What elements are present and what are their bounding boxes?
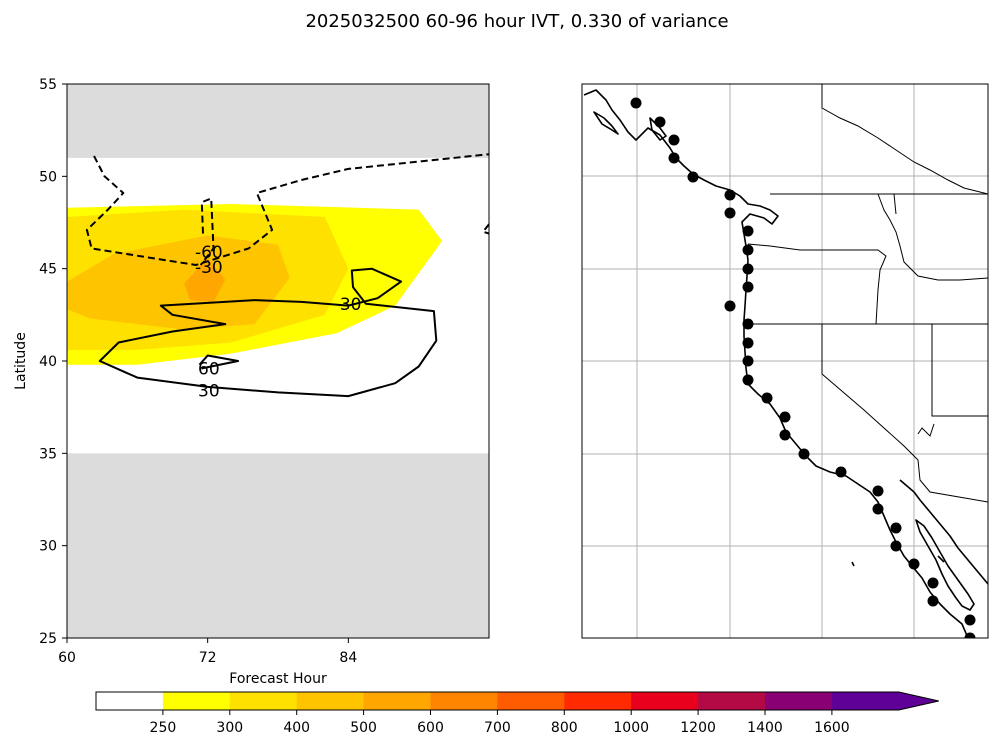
colorbar-segment (765, 692, 833, 710)
station-marker (724, 189, 736, 201)
station-marker (742, 281, 754, 293)
colorbar-tick-label: 600 (417, 720, 444, 736)
station-marker (761, 392, 773, 404)
colorbar-segment (296, 692, 365, 710)
station-marker (779, 411, 791, 423)
station-marker (724, 300, 736, 312)
station-marker (964, 614, 976, 626)
colorbar-tick-label: 400 (283, 720, 310, 736)
colorbar-tick-label: 800 (551, 720, 578, 736)
colorbar-tick-label: 1200 (680, 720, 716, 736)
colorbar-segment (96, 692, 164, 710)
colorbar-segment (363, 692, 431, 710)
colorbar-segment (497, 692, 565, 710)
contour-line-60 (198, 354, 240, 370)
y-tick-label: 45 (39, 262, 57, 278)
masked-region-1 (67, 84, 489, 158)
colorbar-tick-label: 1400 (747, 720, 783, 736)
map-frame (581, 83, 989, 639)
station-marker (687, 171, 699, 183)
colorbar-tick-label: 700 (484, 720, 511, 736)
map-panel (581, 83, 989, 639)
colorbar-segment (162, 692, 231, 710)
x-axis-label: Forecast Hour (229, 671, 327, 687)
station-marker (668, 152, 680, 164)
y-tick-label: 35 (39, 446, 57, 462)
y-axis-label: Latitude (13, 332, 29, 390)
station-marker (742, 225, 754, 237)
station-marker (890, 540, 902, 552)
contour-line-30 (98, 267, 438, 398)
station-marker (742, 374, 754, 386)
station-marker (724, 207, 736, 219)
colorbar-segment (430, 692, 498, 710)
contour-label: -60 (195, 243, 223, 263)
y-tick-label: 30 (39, 539, 57, 555)
masked-regions (67, 84, 489, 638)
colorbar-segment (564, 692, 632, 710)
contour-label: -30 (195, 258, 223, 278)
station-marker (668, 134, 680, 146)
station-marker (742, 318, 754, 330)
colorbar-tick-label: 500 (350, 720, 377, 736)
station-marker (798, 448, 810, 460)
station-marker (654, 116, 666, 128)
contour-lines (85, 153, 489, 398)
contour-line--30 (85, 153, 489, 266)
colorbar-segment (698, 692, 766, 710)
y-tick-label: 50 (39, 169, 57, 185)
filled-region-400 (67, 235, 290, 330)
contour-label: 30 (340, 295, 362, 315)
station-markers (630, 97, 976, 638)
colorbar-tick-label: 1600 (814, 720, 850, 736)
masked-region-0 (67, 453, 489, 638)
x-tick-label: 60 (58, 650, 76, 666)
figure-title: 2025032500 60-96 hour IVT, 0.330 of vari… (305, 11, 728, 32)
contour-labels: -60-30 30 60 30 (195, 243, 362, 402)
colorbar-segment (229, 692, 298, 710)
x-tick-label: 72 (199, 650, 217, 666)
y-tick-label: 25 (39, 631, 57, 647)
y-axis: 25 30 35 40 45 50 55 (39, 77, 67, 647)
station-marker (742, 263, 754, 275)
station-marker (872, 503, 884, 515)
filled-contours (67, 204, 443, 365)
colorbar-extend-arrow (831, 692, 939, 710)
station-marker (630, 97, 642, 109)
x-axis: 60 72 84 (58, 638, 357, 666)
colorbar-tick-label: 250 (150, 720, 177, 736)
station-marker (742, 355, 754, 367)
map-borders (744, 84, 988, 503)
station-marker (890, 522, 902, 534)
contour-line--30 (482, 223, 489, 235)
x-tick-label: 84 (339, 650, 357, 666)
station-marker (927, 577, 939, 589)
station-marker (779, 429, 791, 441)
contour-label: 30 (198, 382, 220, 402)
station-marker (742, 244, 754, 256)
colorbar-outline (95, 691, 939, 711)
map-gridlines (582, 84, 988, 638)
station-marker (927, 595, 939, 607)
station-marker (742, 337, 754, 349)
colorbar: 250 300 400 500 600 700 800 1000 1200 1400 1600 (95, 691, 939, 736)
contour-panel: -60-30 30 60 30 60 72 84 25 30 35 40 45 50 55 Forec… (13, 77, 490, 687)
contour-label: 60 (198, 359, 220, 379)
colorbar-segment (631, 692, 699, 710)
station-marker (964, 632, 976, 638)
colorbar-tick-label: 300 (216, 720, 243, 736)
station-marker (908, 558, 920, 570)
colorbar-tick-label: 1000 (613, 720, 649, 736)
station-marker (872, 485, 884, 497)
station-marker (835, 466, 847, 478)
filled-region-500 (184, 257, 226, 302)
y-tick-label: 55 (39, 77, 57, 93)
y-tick-label: 40 (39, 354, 57, 370)
